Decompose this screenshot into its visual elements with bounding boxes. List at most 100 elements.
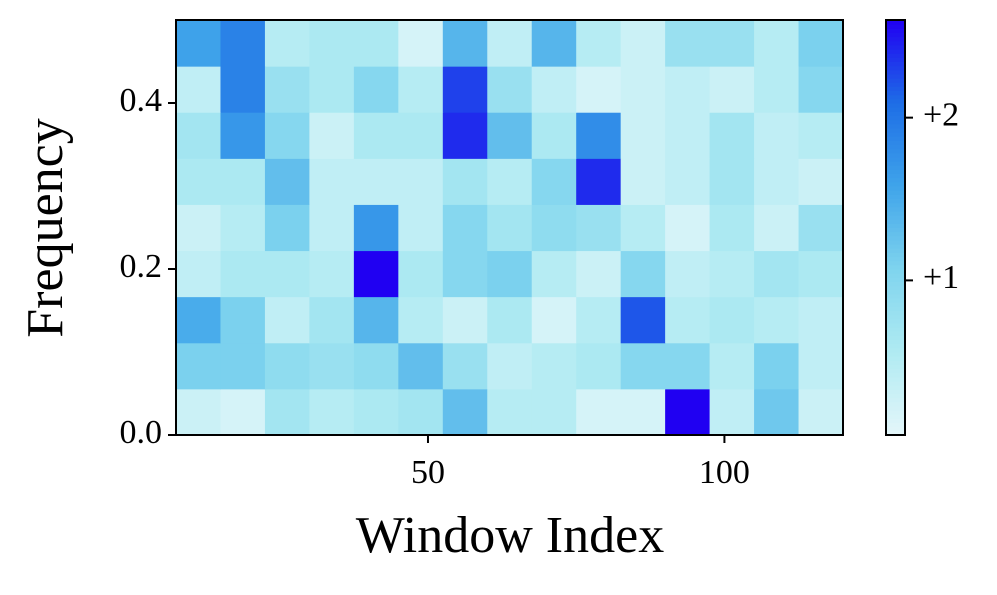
- colorbar-segment: [886, 173, 905, 179]
- heatmap-cell: [576, 66, 622, 113]
- heatmap-cell: [353, 204, 399, 252]
- heatmap-cell: [398, 20, 444, 67]
- colorbar-segment: [886, 248, 905, 253]
- heatmap-cell: [487, 388, 533, 436]
- heatmap-cell: [442, 112, 488, 159]
- colorbar-segment: [886, 103, 905, 108]
- colorbar-segment: [886, 194, 905, 199]
- colorbar-segment: [886, 61, 905, 67]
- y-tick-label: 0.2: [120, 248, 163, 285]
- colorbar-segment: [886, 69, 905, 75]
- colorbar-segment: [886, 352, 905, 357]
- colorbar-segment: [886, 339, 905, 345]
- heatmap-cell: [709, 158, 755, 205]
- heatmap-cell: [398, 250, 444, 298]
- heatmap-cell: [353, 342, 399, 390]
- colorbar-segment: [886, 347, 905, 353]
- heatmap-cell: [309, 66, 355, 113]
- colorbar-segment: [886, 119, 905, 125]
- colorbar-segment: [886, 219, 905, 224]
- heatmap-cell: [309, 388, 355, 436]
- colorbar-segment: [886, 165, 905, 170]
- y-axis-label: Frequency: [17, 118, 74, 337]
- plot-frame: [175, 19, 844, 436]
- colorbar-segment: [886, 73, 905, 79]
- colorbar-segment: [886, 389, 905, 394]
- heatmap-cell: [353, 388, 399, 436]
- heatmap-cell: [709, 66, 755, 113]
- heatmap-cell: [220, 296, 266, 344]
- colorbar-segment: [886, 177, 905, 183]
- colorbar-segment: [886, 44, 905, 50]
- colorbar-segment: [886, 65, 905, 71]
- colorbar-segment: [886, 148, 905, 154]
- colorbar-tick-label: +2: [923, 96, 959, 133]
- heatmap-cell: [798, 388, 844, 436]
- heatmap-cell: [576, 296, 622, 344]
- colorbar-tick-label: +1: [923, 259, 959, 296]
- colorbar-segment: [886, 190, 905, 195]
- colorbar-segment: [886, 198, 905, 204]
- heatmap-cell: [309, 342, 355, 390]
- heatmap-cell: [353, 250, 399, 298]
- heatmap-cell: [531, 296, 577, 344]
- heatmap-cell: [665, 342, 711, 390]
- heatmap-cell: [264, 158, 310, 205]
- colorbar-segment: [886, 169, 905, 175]
- colorbar-segment: [886, 289, 905, 295]
- heatmap-cell: [620, 296, 666, 344]
- heatmap-cell: [487, 204, 533, 252]
- heatmap-cell: [798, 250, 844, 298]
- heatmap-cell: [798, 342, 844, 390]
- colorbar-segment: [886, 140, 905, 145]
- heatmap-cell: [398, 158, 444, 205]
- heatmap-cell: [398, 296, 444, 344]
- heatmap-cell: [264, 250, 310, 298]
- colorbar-segment: [886, 293, 905, 299]
- colorbar-segment: [886, 269, 905, 274]
- colorbar-segment: [886, 20, 905, 25]
- colorbar-segment: [886, 401, 905, 407]
- colorbar-segment: [886, 302, 905, 307]
- heatmap-cell: [309, 20, 355, 67]
- heatmap-cell: [798, 296, 844, 344]
- heatmap-cell: [709, 20, 755, 67]
- heatmap-cell: [309, 296, 355, 344]
- colorbar-segment: [886, 426, 905, 432]
- colorbar-segment: [886, 381, 905, 386]
- colorbar-segment: [886, 78, 905, 83]
- heatmap-cell: [798, 112, 844, 159]
- heatmap-cell: [264, 342, 310, 390]
- colorbar-segment: [886, 181, 905, 187]
- heatmap-cell: [442, 342, 488, 390]
- heatmap-cell: [709, 388, 755, 436]
- heatmap-cell: [531, 20, 577, 67]
- colorbar-segment: [886, 206, 905, 212]
- heatmap-cell: [709, 112, 755, 159]
- heatmap-cell: [398, 204, 444, 252]
- colorbar-segment: [886, 202, 905, 208]
- heatmap-cell: [176, 20, 221, 67]
- heatmap-cell: [309, 112, 355, 159]
- heatmap-cell: [398, 112, 444, 159]
- colorbar-segment: [886, 343, 905, 349]
- colorbar-segment: [886, 298, 905, 303]
- colorbar-segment: [886, 310, 905, 316]
- colorbar-segment: [886, 227, 905, 233]
- colorbar-segment: [886, 264, 905, 270]
- colorbar-segment: [886, 335, 905, 341]
- colorbar-segment: [886, 364, 905, 370]
- colorbar-segment: [886, 393, 905, 399]
- heatmap-cell: [176, 342, 221, 390]
- heatmap-cell: [176, 388, 221, 436]
- colorbar-segment: [886, 318, 905, 324]
- colorbar-segment: [886, 115, 905, 121]
- heatmap-cell: [220, 158, 266, 205]
- colorbar-segment: [886, 322, 905, 328]
- heatmap-cell: [620, 342, 666, 390]
- heatmap-cell: [531, 388, 577, 436]
- colorbar-segment: [886, 260, 905, 266]
- heatmap-cell: [442, 296, 488, 344]
- colorbar-segment: [886, 430, 905, 436]
- heatmap-cell: [754, 158, 800, 205]
